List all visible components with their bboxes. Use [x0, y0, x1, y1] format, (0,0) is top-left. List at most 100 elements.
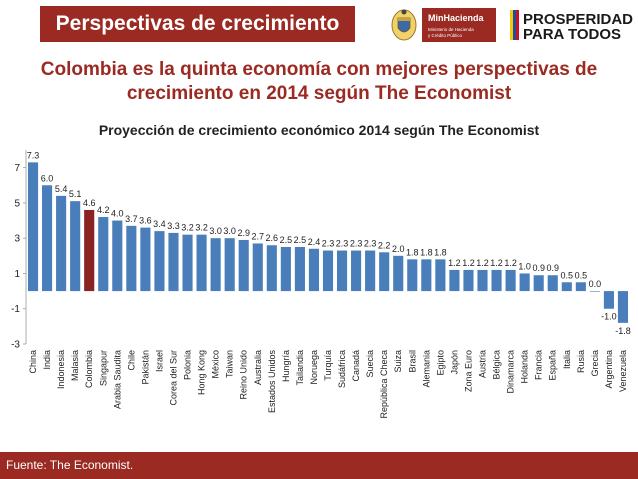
category-label: Colombia	[84, 350, 94, 388]
bar-noruega	[308, 248, 320, 292]
category-label: Turquía	[323, 350, 333, 381]
category-label: Hong Kong	[197, 350, 207, 395]
value-label: 1.8	[406, 247, 419, 257]
bar-india	[42, 185, 53, 292]
bar-hungr-a	[280, 247, 291, 292]
category-label: Francia	[534, 350, 544, 380]
category-label: Estados Unidos	[267, 350, 277, 414]
category-label: China	[28, 350, 38, 374]
bar-grecia	[589, 291, 600, 292]
y-axis: -3 -1 1 3 5 7	[11, 150, 27, 351]
bar-canad-	[351, 250, 362, 292]
value-label: 2.5	[280, 235, 293, 245]
bar-egipto	[435, 259, 446, 292]
value-label: 0.5	[575, 270, 588, 280]
category-label: Argentina	[604, 350, 614, 389]
category-label: Japón	[449, 350, 459, 375]
category-label: Pakistán	[140, 350, 150, 385]
category-labels: China India Indonesia Malasia Colombia Singap…	[28, 350, 628, 419]
bar-reino-unido	[238, 239, 249, 292]
category-label: México	[211, 350, 221, 379]
category-label: República Checa	[379, 350, 389, 419]
top-bar: Perspectivas de crecimiento MinHacienda …	[0, 0, 638, 50]
value-label: 2.3	[364, 239, 377, 249]
y-tick-label: 5	[14, 198, 20, 209]
value-label: 2.3	[336, 239, 349, 249]
category-label: Alemania	[421, 350, 431, 388]
page-title: Perspectivas de crecimiento	[40, 6, 355, 42]
value-label: 4.6	[83, 198, 96, 208]
value-label: 1.0	[518, 261, 531, 271]
category-label: Sudáfrica	[337, 350, 347, 388]
value-label: 6.0	[41, 173, 54, 183]
bar-estados-unidos	[266, 245, 277, 292]
y-tick-label: -3	[11, 340, 20, 351]
bar-m-xico	[210, 238, 221, 292]
bar-holanda	[519, 273, 530, 292]
category-label: Bélgica	[492, 350, 502, 380]
prosperidad-line2: PARA TODOS	[523, 26, 621, 43]
bar-brasil	[407, 259, 418, 292]
value-label: 0.9	[546, 263, 559, 273]
category-label: Zona Euro	[463, 350, 473, 392]
category-label: Canadá	[351, 350, 361, 382]
bar-polonia	[182, 234, 193, 292]
headline: Colombia es la quinta economía con mejor…	[40, 59, 598, 104]
value-labels: 7.36.05.45.14.64.2 4.03.7 3.6 3.4 3.3 3.2 3.2 3…	[27, 150, 631, 335]
bar-indonesia	[56, 195, 67, 292]
bar-jap-n	[449, 269, 460, 292]
bar-chile	[126, 225, 137, 292]
value-label: 4.2	[97, 205, 110, 215]
category-label: Corea del Sur	[168, 350, 178, 406]
bar-tailandia	[294, 247, 305, 292]
value-label: 2.5	[294, 235, 307, 245]
bar-zona-euro	[463, 269, 474, 292]
bar-alemania	[421, 259, 432, 292]
value-label: 1.2	[448, 258, 461, 268]
value-label: 5.1	[69, 189, 82, 199]
value-label: 3.3	[167, 221, 180, 231]
value-label: 1.8	[420, 247, 433, 257]
bar-arabia-saudita	[112, 220, 123, 292]
category-label: Australia	[253, 350, 263, 385]
value-label: 7.3	[27, 150, 40, 160]
bar-espa-a	[547, 275, 558, 292]
value-label: 3.2	[181, 223, 194, 233]
source-note: Fuente: The Economist.	[6, 458, 134, 472]
value-label: 2.0	[392, 244, 405, 254]
value-label: 1.2	[490, 258, 503, 268]
category-label: Venezuela	[618, 350, 628, 392]
value-label: 2.2	[378, 240, 391, 250]
category-label: Brasil	[407, 350, 417, 373]
bar-austria	[477, 269, 488, 292]
value-label: 3.0	[209, 226, 222, 236]
bar-turqu-a	[322, 250, 334, 292]
value-label: 1.2	[504, 258, 517, 268]
value-label: 1.2	[462, 258, 475, 268]
category-label: Italia	[562, 350, 572, 369]
category-label: Singapur	[98, 350, 108, 386]
category-label: Rusia	[576, 350, 586, 373]
category-label: Indonesia	[56, 350, 66, 389]
prosperidad-para-todos-logo: PROSPERIDAD PARA TODOS	[510, 10, 633, 43]
category-label: Suecia	[365, 350, 375, 378]
category-label: Austria	[478, 350, 488, 378]
value-label: 0.9	[532, 263, 545, 273]
value-label: 4.0	[111, 209, 124, 219]
minhacienda-name: MinHacienda	[428, 13, 485, 23]
bar-venezuela	[617, 291, 629, 323]
bar-hong-kong	[196, 234, 207, 292]
bar-argentina	[603, 291, 614, 309]
minhacienda-sub: Ministerio de Hacienda	[428, 27, 474, 32]
value-label: 2.3	[322, 239, 335, 249]
category-label: Tailandia	[295, 350, 305, 386]
bar-pakist-n	[140, 227, 151, 292]
prosperidad-line1: PROSPERIDAD	[523, 11, 633, 28]
value-label: 2.7	[252, 231, 265, 241]
bar-corea-del-sur	[168, 232, 179, 292]
bar-malasia	[70, 201, 81, 292]
value-label: 2.6	[266, 233, 279, 243]
y-tick-label: 7	[14, 163, 20, 174]
y-tick-label: 3	[14, 234, 20, 245]
category-label: Egipto	[435, 350, 445, 376]
